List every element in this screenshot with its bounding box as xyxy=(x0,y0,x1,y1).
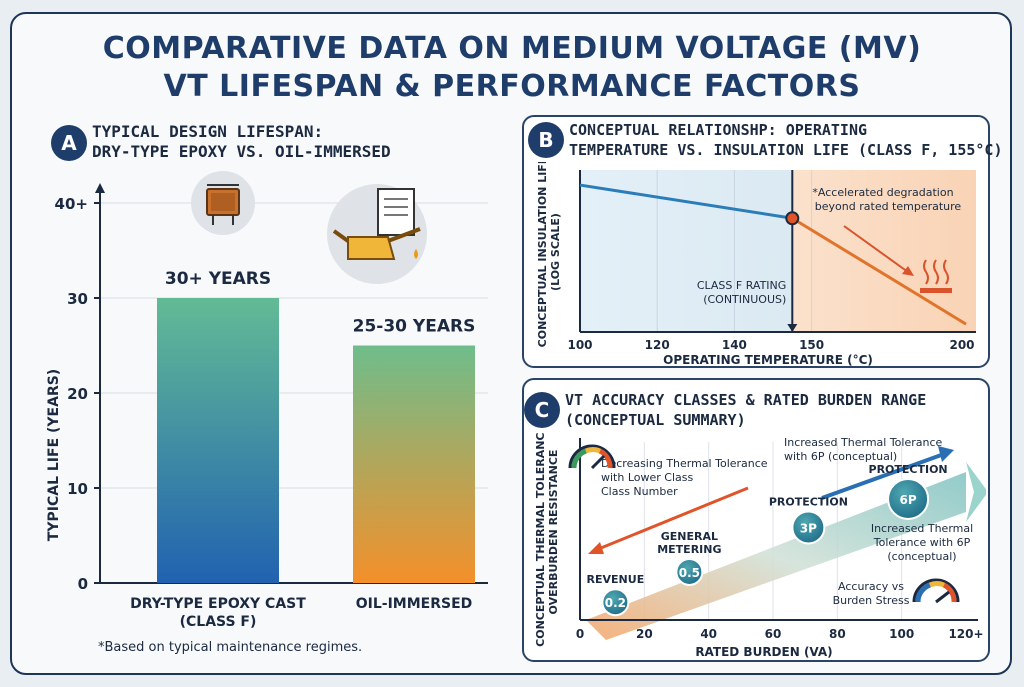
chart-b-xlabel: OPERATING TEMPERATURE (°C) xyxy=(663,353,873,366)
chart-b-annotation-arrowhead xyxy=(902,266,914,276)
chart-c-increased-right-line1: Increased Thermal xyxy=(871,522,973,535)
chart-b-threshold-label-line1: CLASS F RATING xyxy=(697,279,786,292)
chart-a-bar xyxy=(353,345,475,583)
chart-c-ylabel: CONCEPTUAL THERMAL TOLERANCE / xyxy=(534,432,547,647)
footnote: *Based on typical maintenance regimes. xyxy=(98,640,363,655)
chart-b-ylabel-2: (LOG SCALE) xyxy=(549,213,562,291)
chart-c-decreasing-line2: with Lower Class xyxy=(601,471,693,484)
chart-a-category-label: DRY-TYPE EPOXY CAST xyxy=(130,596,306,612)
chart-a-y-axis-arrow xyxy=(95,183,105,193)
chart-c-xtick-label: 40 xyxy=(700,627,717,641)
chart-c-increased-top-line2: with 6P (conceptual) xyxy=(784,450,897,463)
panel-b-title: CONCEPTUAL RELATIONSHP: OPERATING TEMPER… xyxy=(569,120,1002,160)
chart-a-ylabel: TYPICAL LIFE (YEARS) xyxy=(46,369,62,541)
chart-c-decreasing-arrow xyxy=(595,486,749,552)
panel-a-title-line1: TYPICAL DESIGN LIFESPAN: xyxy=(92,122,324,141)
panel-b-badge: B xyxy=(528,122,564,158)
chart-c-point-value: 0.5 xyxy=(679,566,700,580)
chart-b-hot-zone xyxy=(792,170,976,332)
page-title-line2: VT LIFESPAN & PERFORMANCE FACTORS xyxy=(163,69,861,104)
chart-c-point-label: METERING xyxy=(657,543,721,556)
chart-b-temperature-line-chart: CONCEPTUAL INSULATION LIFE (LOG SCALE) 1… xyxy=(536,162,976,366)
panel-c-title: VT ACCURACY CLASSES & RATED BURDEN RANGE… xyxy=(565,390,926,430)
chart-c-xtick-label: 80 xyxy=(829,627,846,641)
chart-a-data-label: 25-30 YEARS xyxy=(353,317,476,337)
heat-waves-icon xyxy=(920,259,952,293)
chart-c-increased-right-line2: Tolerance with 6P xyxy=(873,536,971,549)
panel-c-badge: C xyxy=(524,392,560,428)
chart-c-point-value: 0.2 xyxy=(605,596,626,610)
oil-can-document-icon xyxy=(327,184,427,284)
chart-b-normal-zone xyxy=(580,170,793,332)
chart-c-point-label: PROTECTION xyxy=(769,495,848,508)
page-title-line1: COMPARATIVE DATA ON MEDIUM VOLTAGE (MV) xyxy=(102,31,922,66)
panel-b-title-line2: TEMPERATURE VS. INSULATION LIFE (CLASS F… xyxy=(569,141,1003,159)
chart-b-annotation-arrow xyxy=(843,225,909,273)
chart-b-threshold-point xyxy=(785,211,800,226)
chart-a-ytick-label: 30 xyxy=(67,290,88,308)
chart-c-increasing-arrow xyxy=(821,452,945,500)
epoxy-transformer-icon xyxy=(191,171,255,235)
chart-c-point-value: 3P xyxy=(800,521,817,535)
chart-c-point xyxy=(887,477,930,520)
chart-b-xtick-label: 150 xyxy=(799,338,824,352)
chart-c-xtick-label: 60 xyxy=(765,627,782,641)
chart-a-category-label: OIL-IMMERSED xyxy=(356,596,473,612)
chart-c-accuracy-line2: Burden Stress xyxy=(833,594,910,607)
chart-b-xtick-label: 100 xyxy=(567,338,592,352)
chart-b-series-line xyxy=(579,183,793,220)
panel-c-title-line2: (CONCEPTUAL SUMMARY) xyxy=(565,411,746,429)
chart-c-trend-band-arrowhead xyxy=(966,462,986,522)
chart-b-threshold-arrow xyxy=(787,324,798,332)
chart-c-decreasing-line1: Decreasing Thermal Tolerance xyxy=(601,457,768,470)
page-title: COMPARATIVE DATA ON MEDIUM VOLTAGE (MV) … xyxy=(0,30,1024,106)
chart-b-xtick-label: 140 xyxy=(722,338,747,352)
chart-c-xtick-label: 120+ xyxy=(948,627,983,641)
chart-c-point xyxy=(601,588,630,617)
chart-b-series-line xyxy=(791,216,967,326)
chart-c-accuracy-class-chart: CONCEPTUAL THERMAL TOLERANCE / OVERBURDE… xyxy=(534,432,986,659)
chart-a-ytick-label: 20 xyxy=(67,385,88,403)
panel-a-title: TYPICAL DESIGN LIFESPAN: DRY-TYPE EPOXY … xyxy=(92,122,391,162)
chart-c-point-label: GENERAL xyxy=(661,530,718,543)
chart-c-xtick-label: 100 xyxy=(889,627,914,641)
panel-c-title-line1: VT ACCURACY CLASSES & RATED BURDEN RANGE xyxy=(565,391,927,409)
chart-c-trend-band xyxy=(586,472,966,640)
chart-c-point xyxy=(791,510,826,545)
chart-c-decreasing-line3: Class Number xyxy=(601,485,678,498)
chart-b-ylabel: CONCEPTUAL INSULATION LIFE xyxy=(536,162,549,347)
chart-b-threshold-label-line2: (CONTINUOUS) xyxy=(703,293,786,306)
panel-a-title-line2: DRY-TYPE EPOXY VS. OIL-IMMERSED xyxy=(92,142,391,161)
gauge-high-icon xyxy=(568,444,616,470)
chart-a-ytick-label: 10 xyxy=(67,480,88,498)
chart-b-annotation-line2: beyond rated temperature xyxy=(815,200,962,213)
chart-c-increased-top-line1: Increased Thermal Tolerance xyxy=(784,436,943,449)
panel-b-title-line1: CONCEPTUAL RELATIONSHP: OPERATING xyxy=(569,121,868,139)
chart-c-increasing-arrowhead xyxy=(938,446,954,462)
chart-c-point-label: PROTECTION xyxy=(869,463,948,476)
chart-a-category-label: (CLASS F) xyxy=(180,614,257,630)
chart-c-ylabel-2: OVERBURDEN RESISTANCE xyxy=(547,450,560,615)
chart-b-xtick-label: 200 xyxy=(949,338,974,352)
gauge-stress-icon xyxy=(912,578,960,604)
chart-c-xlabel: RATED BURDEN (VA) xyxy=(695,645,832,659)
chart-b-xtick-label: 120 xyxy=(645,338,670,352)
chart-a-bar xyxy=(157,298,279,583)
chart-b-annotation-line1: *Accelerated degradation xyxy=(812,186,953,199)
chart-a-lifespan-bar-chart: TYPICAL LIFE (YEARS) 0 10 20 30 40+ 30+ YEAR… xyxy=(46,171,488,630)
chart-a-data-label: 30+ YEARS xyxy=(165,269,271,289)
chart-c-decreasing-arrowhead xyxy=(588,542,604,554)
chart-a-ytick-label: 0 xyxy=(78,575,88,593)
chart-c-point-label: REVENUE xyxy=(587,573,645,586)
chart-c-accuracy-line1: Accuracy vs xyxy=(838,580,904,593)
chart-c-increased-right-line3: (conceptual) xyxy=(887,550,956,563)
chart-a-ytick-label: 40+ xyxy=(55,195,88,213)
panel-a-badge: A xyxy=(51,125,87,161)
chart-c-xtick-label: 20 xyxy=(636,627,653,641)
chart-c-xtick-label: 0 xyxy=(576,627,584,641)
chart-c-point xyxy=(675,557,704,586)
chart-c-point-value: 6P xyxy=(900,493,917,507)
